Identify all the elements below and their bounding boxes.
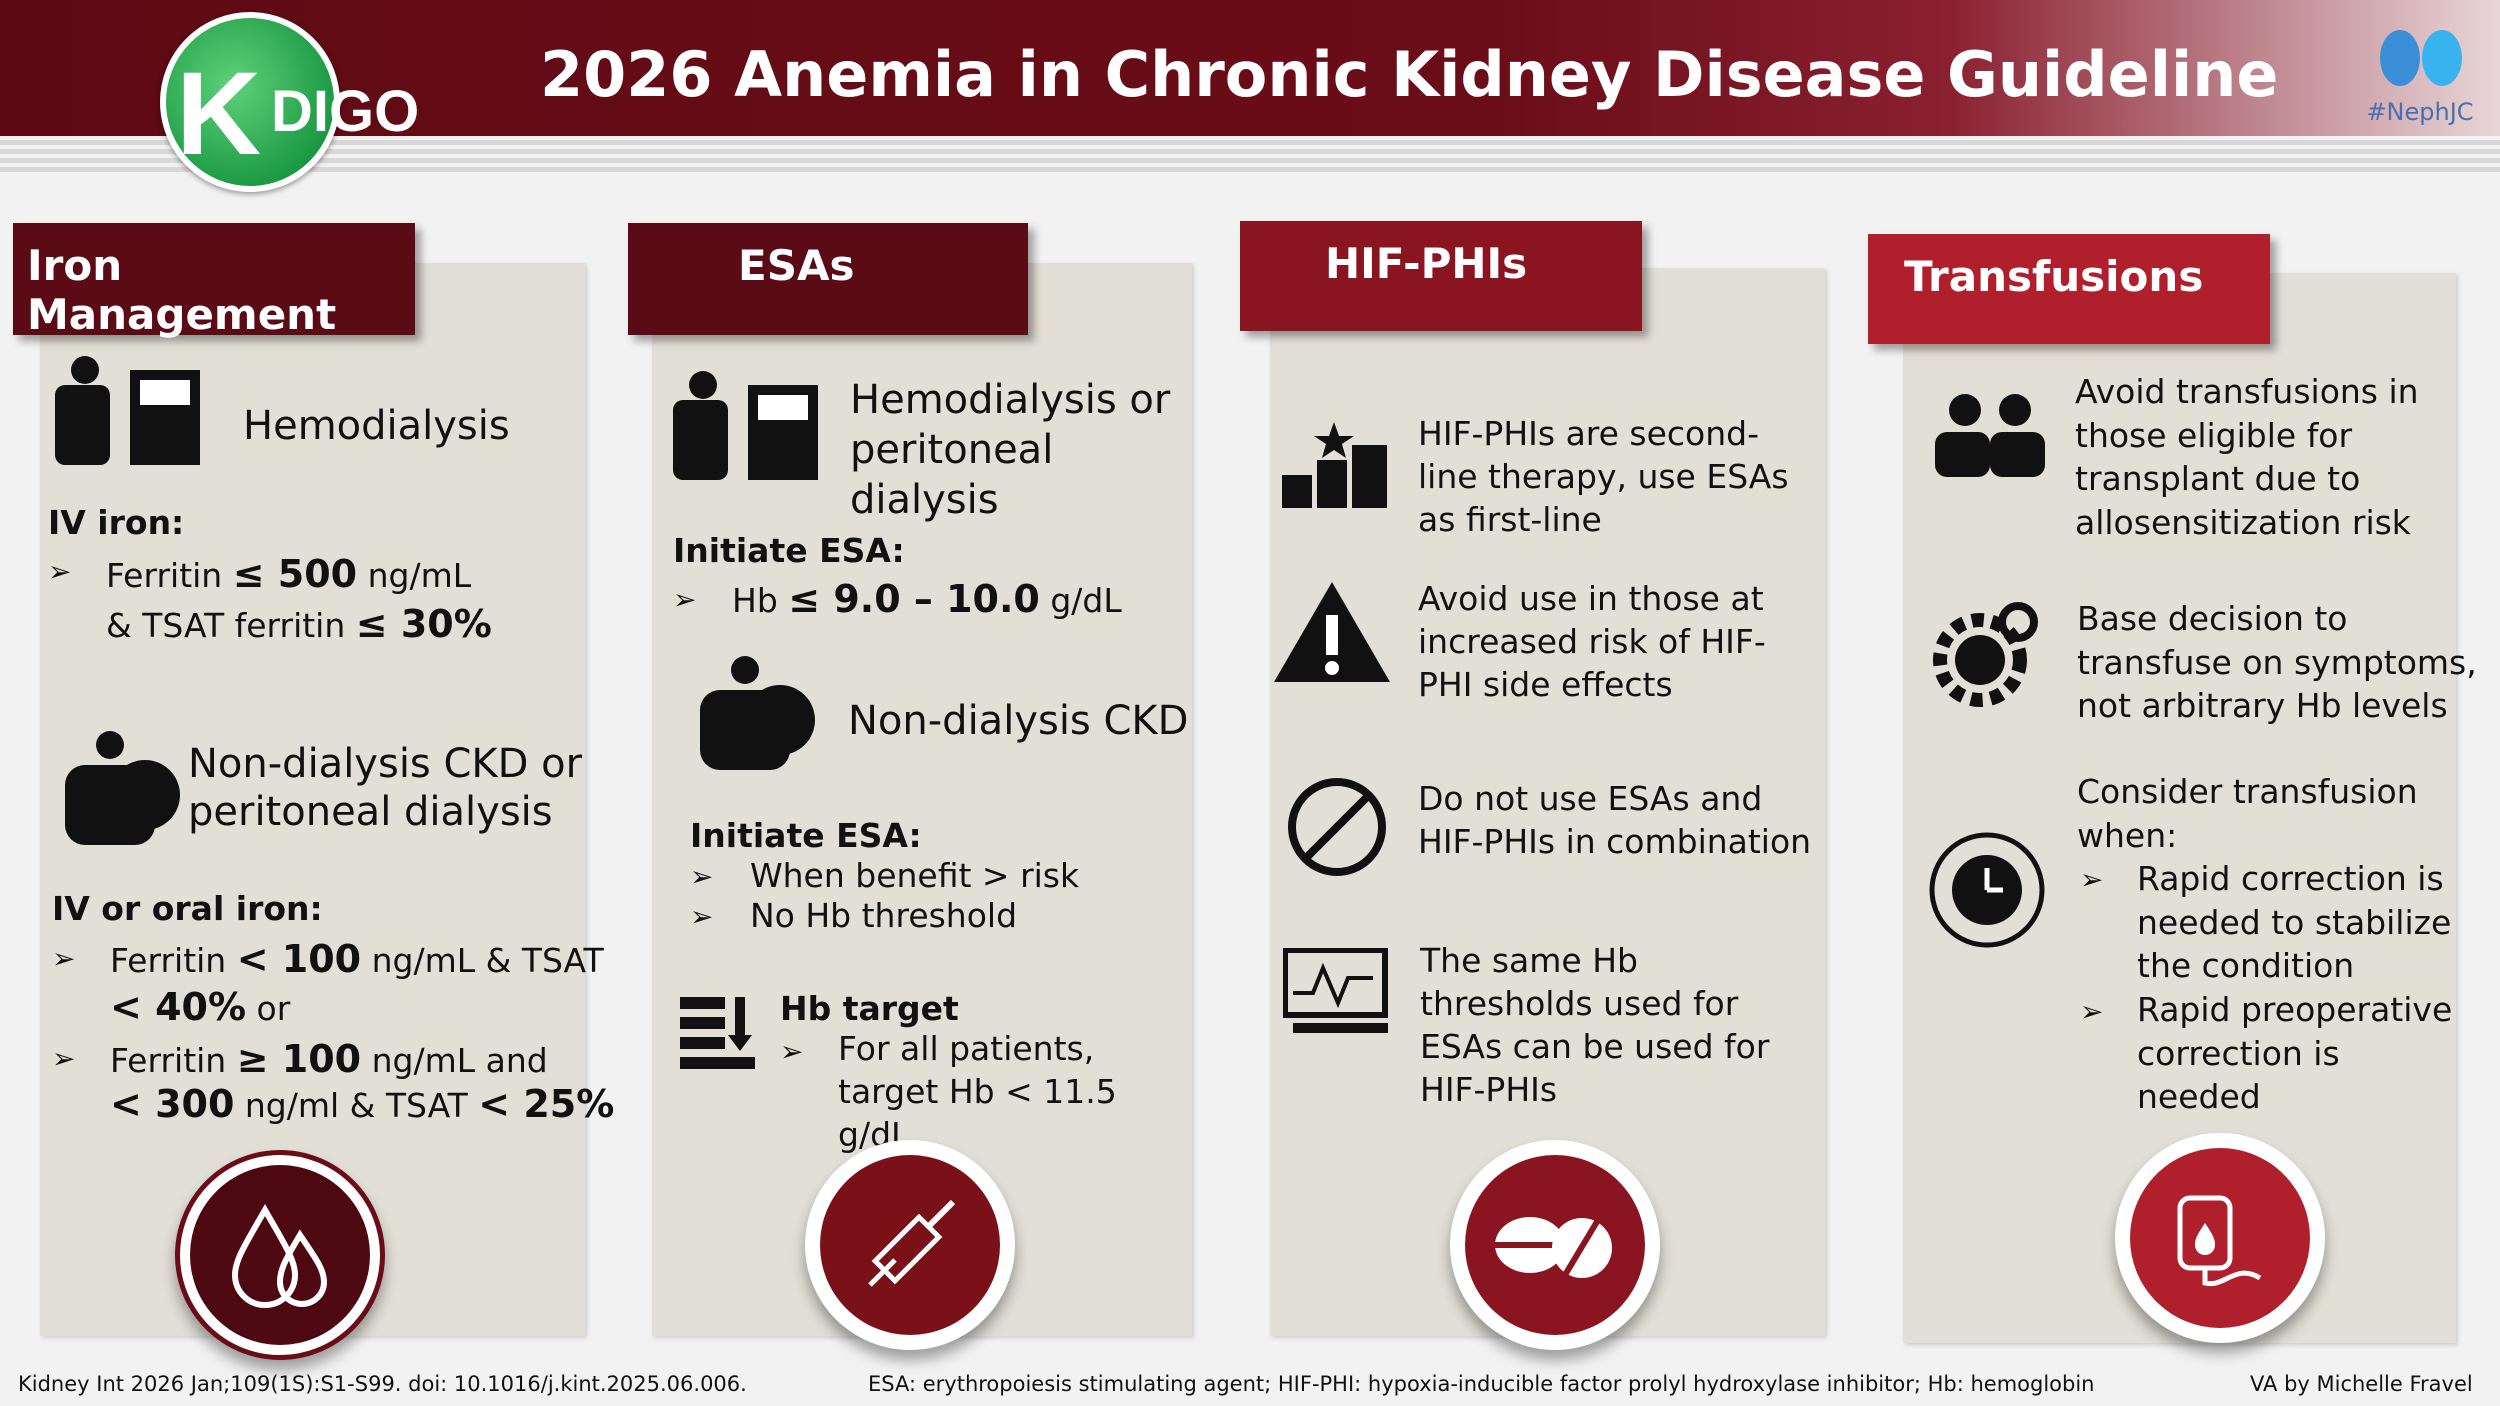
- hif-item-thresholds: The same Hb thresholds used for ESAs can…: [1420, 941, 1770, 1109]
- esa-bullet-benefit: When benefit > risk: [750, 856, 1080, 895]
- esa-bullet-threshold: No Hb threshold: [750, 896, 1018, 935]
- transfusion-bag-badge: [2115, 1133, 2325, 1343]
- iron-iv-line1: Ferritin ≤ 500 ng/mL: [106, 552, 472, 596]
- hb-target-label: Hb target: [780, 989, 959, 1028]
- oral-line4: < 300 ng/ml & TSAT < 25%: [110, 1082, 615, 1126]
- initiate-esa-label-2: Initiate ESA:: [690, 816, 922, 855]
- hif-item-combination: Do not use ESAs and HIF-PHIs in combinat…: [1418, 779, 1812, 861]
- credit: VA by Michelle Fravel: [2250, 1372, 2473, 1396]
- citation: Kidney Int 2026 Jan;109(1S):S1-S99. doi:…: [18, 1372, 747, 1396]
- header-band: [0, 0, 2500, 136]
- logo-k: K: [176, 48, 262, 180]
- nephjc-text: #NephJC: [2366, 98, 2474, 126]
- hif-item-second-line: HIF-PHIs are second-line therapy, use ES…: [1418, 414, 1789, 539]
- hif-pills-badge: [1450, 1140, 1660, 1350]
- iron-iv-line2: & TSAT ferritin ≤ 30%: [106, 602, 492, 646]
- clock-gear-icon: [1929, 832, 2045, 948]
- hemodialysis-icon: [55, 356, 200, 465]
- initiate-esa-label: Initiate ESA:: [673, 531, 905, 570]
- kidney-patient-icon: [65, 731, 180, 845]
- bullet-arrow-icon: ➢: [52, 1042, 76, 1075]
- bullet-arrow-icon: ➢: [52, 942, 76, 975]
- logo-digo: DIGO: [271, 79, 420, 144]
- esa-syringe-badge: [805, 1140, 1015, 1350]
- oral-line2: < 40% or: [110, 985, 291, 1029]
- trans-bullet-stabilize: Rapid correction is needed to stabilize …: [2137, 859, 2452, 986]
- page-title: 2026 Anemia in Chronic Kidney Disease Gu…: [540, 38, 2279, 111]
- oral-line1: Ferritin < 100 ng/mL & TSAT: [110, 937, 604, 981]
- kidney-patient-icon: [700, 656, 815, 770]
- header-divider: [0, 140, 2500, 174]
- trans-bullet-preop: Rapid preoperative correction is needed: [2137, 990, 2453, 1117]
- pills-icon: [1495, 1217, 1612, 1278]
- tab-iron-management: Iron Management: [13, 223, 415, 339]
- esa-hb-threshold: Hb ≤ 9.0 – 10.0 g/dL: [732, 577, 1122, 621]
- ranking-podium-icon: [1282, 422, 1387, 508]
- trans-consider-label: Consider transfusion when:: [2077, 772, 2418, 855]
- esa-hd-heading: Hemodialysis or peritoneal dialysis: [850, 377, 1171, 523]
- bullet-arrow-icon: ➢: [780, 1035, 804, 1068]
- bullet-arrow-icon: ➢: [673, 583, 697, 616]
- warning-icon: [1274, 582, 1390, 682]
- bullet-arrow-icon: ➢: [2080, 995, 2104, 1028]
- tab-esas: ESAs: [628, 223, 1028, 335]
- kdigo-logo: K DIGO: [160, 12, 419, 192]
- bullet-arrow-icon: ➢: [690, 860, 714, 893]
- syringe-icon: [868, 1199, 956, 1287]
- nephjc-logo: #NephJC: [2355, 20, 2485, 126]
- iv-iron-label: IV iron:: [48, 503, 185, 542]
- bullet-arrow-icon: ➢: [48, 555, 72, 588]
- iron-hd-heading: Hemodialysis: [243, 403, 510, 449]
- kidney-icon: [2380, 30, 2462, 86]
- sort-down-icon: [680, 997, 755, 1069]
- prohibited-icon: [1288, 778, 1386, 876]
- abbreviations: ESA: erythropoiesis stimulating agent; H…: [868, 1372, 2095, 1396]
- tab-hif-phis: HIF-PHIs: [1240, 221, 1642, 331]
- trans-item-symptoms: Base decision to transfuse on symptoms, …: [2077, 599, 2477, 726]
- blood-bag-icon: [2177, 1195, 2262, 1287]
- people-transfer-icon: [1935, 394, 2045, 477]
- iron-drops-badge: [175, 1150, 385, 1360]
- gear-warning-icon: [1933, 602, 2038, 707]
- hif-item-avoid: Avoid use in those at increased risk of …: [1418, 579, 1766, 704]
- bullet-arrow-icon: ➢: [690, 900, 714, 933]
- iron-nd-heading: Non-dialysis CKD or peritoneal dialysis: [188, 741, 583, 835]
- bullet-arrow-icon: ➢: [2080, 863, 2104, 896]
- oral-line3: Ferritin ≥ 100 ng/mL and: [110, 1037, 548, 1081]
- blood-drops-icon: [231, 1203, 328, 1308]
- hb-target-text: For all patients, target Hb < 11.5 g/dL: [838, 1029, 1117, 1154]
- tab-transfusions: Transfusions: [1868, 234, 2270, 344]
- esa-nd-heading: Non-dialysis CKD: [848, 698, 1189, 744]
- monitor-chart-icon: [1283, 948, 1388, 1033]
- oral-iron-label: IV or oral iron:: [52, 889, 323, 928]
- hemodialysis-icon: [673, 371, 818, 480]
- trans-item-transplant: Avoid transfusions in those eligible for…: [2075, 372, 2419, 542]
